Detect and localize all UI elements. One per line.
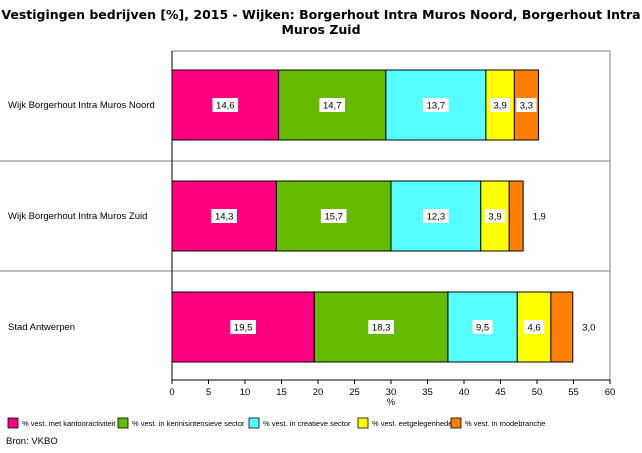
chart-title-line-2: Muros Zuid (281, 22, 360, 37)
legend-entry: % vest. in kennisintensieve sector (132, 419, 245, 428)
x-tick-label: 35 (422, 387, 433, 398)
value-label: 12,3 (427, 212, 446, 223)
value-label-bg (484, 209, 506, 223)
value-label-bg (490, 98, 511, 112)
x-tick-label: 55 (568, 387, 579, 398)
value-label-bg (230, 320, 256, 334)
bar-segment (550, 291, 574, 363)
x-axis-label: % (387, 397, 395, 407)
source-note: Bron: VKBO (6, 436, 58, 447)
chart-title-line-1: Vestigingen bedrijven [%], 2015 - Wijken… (1, 7, 640, 22)
value-label-bg (472, 320, 493, 334)
value-label-bg (319, 98, 346, 112)
legend-swatch (357, 417, 369, 429)
legend-entry: % vest. in modebranche (465, 419, 545, 428)
legend-entry: % vest. eetgelegenheden (372, 419, 457, 428)
value-label-bg (423, 209, 449, 223)
x-tick-label: 45 (495, 387, 506, 398)
value-label: 3,9 (494, 101, 507, 112)
value-label-bg (523, 320, 545, 334)
legend-swatch (7, 417, 19, 429)
value-label: 3,0 (582, 323, 595, 334)
value-label-bg (368, 320, 394, 334)
value-label: 19,5 (234, 323, 253, 334)
value-label: 3,9 (488, 212, 501, 223)
category-label: Wijk Borgerhout Intra Muros Noord (8, 100, 155, 111)
value-label-bg (516, 98, 537, 112)
legend-swatch (450, 417, 462, 429)
bar-segment (508, 180, 524, 252)
legend-swatch (117, 417, 129, 429)
x-tick-label: 60 (605, 387, 616, 398)
value-label-bg (211, 209, 237, 223)
legend-swatch (248, 417, 260, 429)
x-tick-label: 15 (276, 387, 287, 398)
value-label: 14,3 (215, 212, 234, 223)
x-tick-label: 0 (169, 387, 174, 398)
value-label: 3,3 (520, 101, 533, 112)
x-tick-label: 20 (313, 387, 324, 398)
category-label: Wijk Borgerhout Intra Muros Zuid (8, 211, 147, 222)
value-label-bg (578, 320, 599, 334)
value-label: 9,5 (476, 323, 489, 334)
value-label: 4,6 (527, 323, 540, 334)
value-label-bg (423, 98, 449, 112)
x-tick-label: 5 (206, 387, 211, 398)
x-tick-label: 25 (349, 387, 360, 398)
value-label-bg (529, 209, 550, 223)
value-label: 14,7 (323, 101, 342, 112)
value-label: 18,3 (372, 323, 391, 334)
bar-segment (390, 180, 482, 252)
value-label: 13,7 (427, 101, 446, 112)
value-label: 15,7 (324, 212, 343, 223)
value-label: 14,6 (216, 101, 235, 112)
legend-entry: % vest. met kantooractiviteit (22, 419, 116, 428)
x-tick-label: 30 (386, 387, 397, 398)
value-label: 1,9 (533, 212, 546, 223)
value-label-bg (320, 209, 347, 223)
x-tick-label: 40 (459, 387, 470, 398)
x-tick-label: 50 (532, 387, 543, 398)
value-label-bg (212, 98, 239, 112)
x-tick-label: 10 (240, 387, 251, 398)
legend-entry: % vest. in creatieve sector (263, 419, 351, 428)
category-label: Stad Antwerpen (8, 322, 75, 333)
